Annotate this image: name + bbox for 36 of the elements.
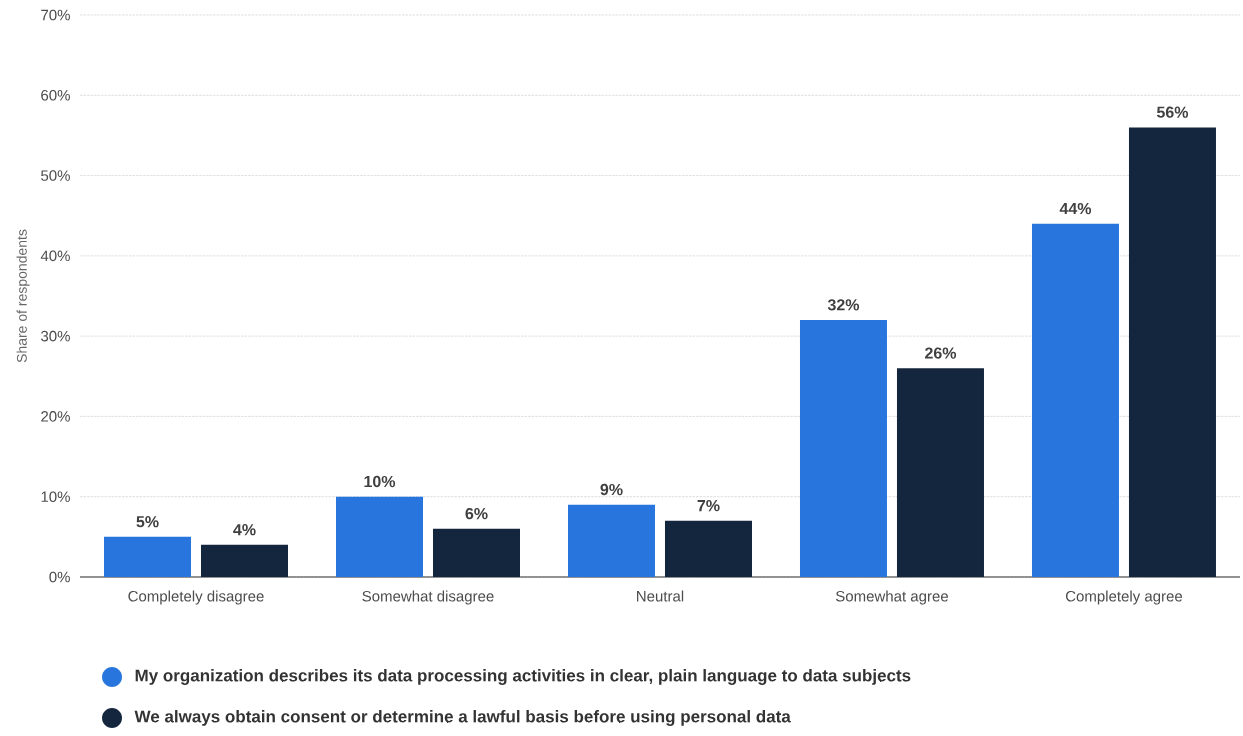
bar (433, 528, 520, 577)
bar (799, 320, 887, 577)
y-tick-label: 20% (41, 411, 70, 422)
x-tick-label: Neutral (637, 590, 684, 602)
y-tick-label: 60% (41, 89, 70, 101)
bar (567, 504, 655, 577)
bar (104, 536, 192, 577)
x-tick-label: Completely agree (1065, 590, 1183, 605)
legend-label: We always obtain consent or determine a lawful basis before using personal data (134, 710, 791, 726)
data-label: 6% (465, 507, 488, 520)
y-tick-label: 10% (41, 491, 70, 503)
bar (1031, 223, 1119, 577)
bar (896, 368, 984, 577)
data-label: 4% (233, 524, 256, 536)
y-axis-title: Share of respondents (16, 229, 30, 363)
x-tick-label: Completely disagree (128, 590, 264, 605)
data-label: 26% (925, 347, 957, 359)
bar (201, 544, 289, 577)
y-tick-label: 30% (41, 330, 70, 342)
data-label: 44% (1059, 202, 1092, 215)
data-label: 32% (827, 299, 860, 311)
x-tick-label: Somewhat disagree (362, 590, 494, 605)
data-label: 56% (1156, 106, 1189, 118)
legend-label: My organization describes its data processing activities in clear, plain language to data subjects (135, 669, 911, 685)
bar (1128, 127, 1216, 577)
data-label: 5% (136, 516, 159, 528)
y-tick-label: 50% (41, 170, 70, 181)
y-tick-label: 0% (49, 571, 70, 583)
y-tick-label: 70% (41, 9, 70, 21)
data-label: 7% (697, 499, 720, 512)
data-label: 10% (364, 475, 396, 488)
bar (664, 520, 752, 577)
x-tick-label: Somewhat agree (835, 590, 948, 605)
bar (336, 496, 423, 577)
y-tick-label: 40% (40, 250, 70, 262)
data-label: 9% (600, 483, 623, 496)
